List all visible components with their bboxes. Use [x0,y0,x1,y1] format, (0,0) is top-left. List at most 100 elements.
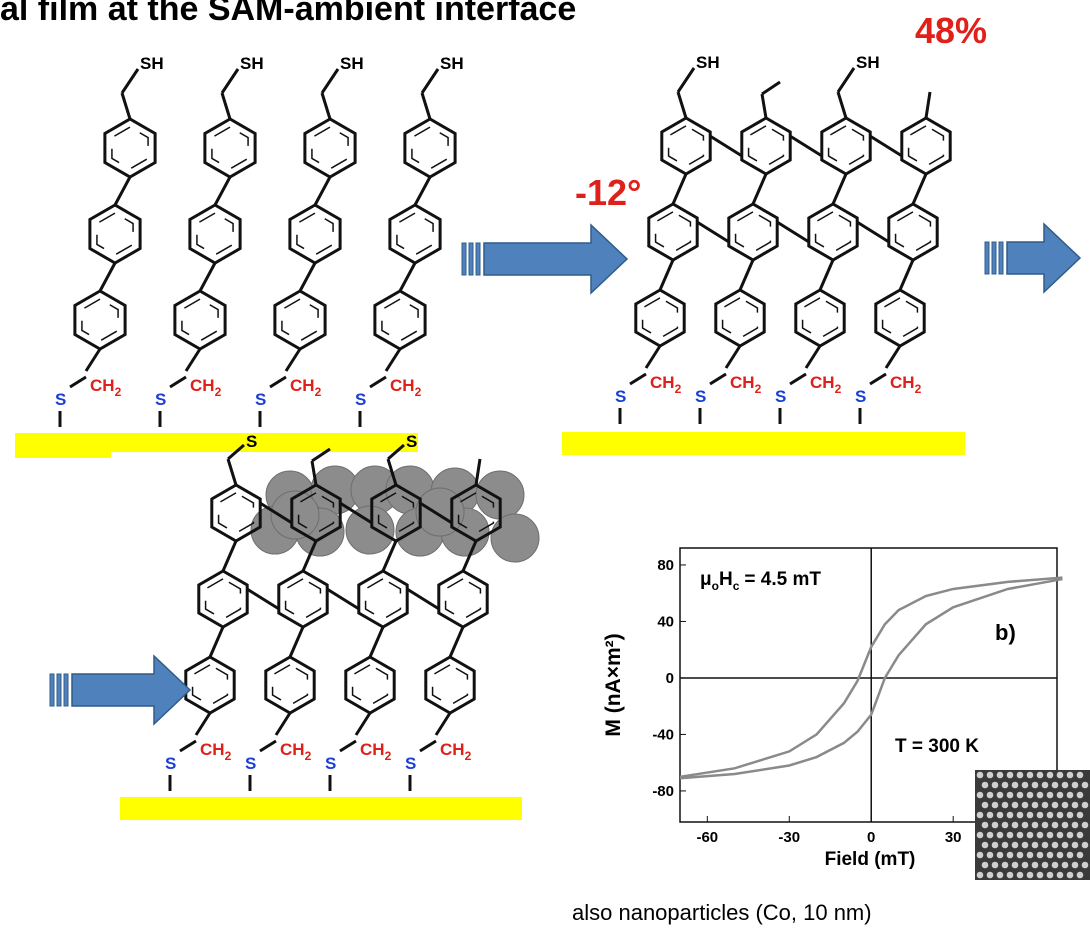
sem-particle [1047,792,1054,799]
bond [726,346,740,368]
methylene-subscript: 2 [305,749,312,763]
coercivity-label: μoHc= 4.5 mT [700,569,821,593]
bond [678,68,694,92]
sem-particle [1012,782,1019,789]
y-tick-label: -80 [652,783,674,800]
inner-ring [909,126,944,166]
inner-ring [282,299,318,341]
bond [806,346,820,368]
sem-particle [1027,772,1034,779]
bond [122,93,130,119]
slide-title: al film at the SAM-ambient interface [0,0,576,28]
sem-particle [1072,822,1079,829]
bond [838,68,854,92]
sem-particle [1037,872,1044,879]
sem-particle [1017,832,1024,839]
bond [286,349,300,371]
sem-particle [982,802,989,809]
bond [180,741,196,751]
inner-ring [297,213,333,255]
inner-ring [212,127,248,169]
bond [476,459,480,485]
coercivity-sub: o [712,579,719,593]
sem-particle [1032,782,1039,789]
arrow [484,225,627,293]
bond [210,627,223,657]
inner-ring [112,127,148,169]
methylene-label: CH2 [190,376,222,399]
inner-ring [206,579,241,619]
thiol-label: SH [340,54,364,73]
sem-particle [982,862,989,869]
bond [196,713,210,735]
sem-particle [1057,772,1064,779]
sem-particle [1027,792,1034,799]
sulfur-label: S [405,754,416,773]
bond [386,349,400,371]
sem-particle [1022,802,1029,809]
sem-particle [1007,772,1014,779]
sem-particle [1082,842,1089,849]
sem-particle [1077,792,1084,799]
thiol-label: S [406,432,417,451]
coercivity-sub: c [733,579,740,593]
sem-particle [1062,842,1069,849]
sem-particle [1012,802,1019,809]
sem-particle [1062,782,1069,789]
bond [833,174,846,204]
bond [913,174,926,204]
methylene-label: CH2 [360,740,392,763]
bond [315,177,330,205]
bond [630,374,646,384]
sem-particle [1037,812,1044,819]
sem-particle [1072,842,1079,849]
sem-particle [1007,852,1014,859]
bond [436,713,450,735]
thiol-label: SH [440,54,464,73]
sem-particle [1067,852,1074,859]
sem-particle [1022,822,1029,829]
sem-particle [1062,822,1069,829]
sem-particle [1082,782,1089,789]
inner-ring [182,299,218,341]
sem-particle [1077,872,1084,879]
bond [215,177,230,205]
methylene-text: CH [810,373,835,392]
sem-particle [1072,782,1079,789]
crosslink-bond [777,222,809,242]
crosslink-bond [870,136,902,156]
x-tick-label: -60 [696,829,718,846]
sem-particle [1007,872,1014,879]
arrow-tail-bar [985,242,989,274]
sem-particle [1037,852,1044,859]
bond [762,94,766,118]
thiol-label: S [246,432,257,451]
y-tick-label: -40 [652,726,674,743]
bond [222,69,238,93]
methylene-subscript: 2 [755,382,762,396]
sem-particle [1027,872,1034,879]
bond [740,260,753,290]
arrow-tail-bar [476,243,480,275]
bond [270,377,286,387]
thiol-label: SH [696,53,720,72]
inner-ring [97,213,133,255]
bond [200,263,215,291]
sem-particle [1052,842,1059,849]
bond [290,627,303,657]
sem-particle [1037,832,1044,839]
bond [870,374,886,384]
sem-particle [1042,782,1049,789]
inner-ring [219,493,254,533]
sem-particle [1077,832,1084,839]
bond [710,374,726,384]
sem-particle [1047,812,1054,819]
sem-particle [1027,852,1034,859]
inner-ring [312,127,348,169]
sem-particle [1077,772,1084,779]
caption: also nanoparticles (Co, 10 nm) [572,900,872,925]
sem-particle [982,822,989,829]
coercivity-symbol: μ [700,569,712,590]
sem-particle [1052,782,1059,789]
sem-particle [992,802,999,809]
